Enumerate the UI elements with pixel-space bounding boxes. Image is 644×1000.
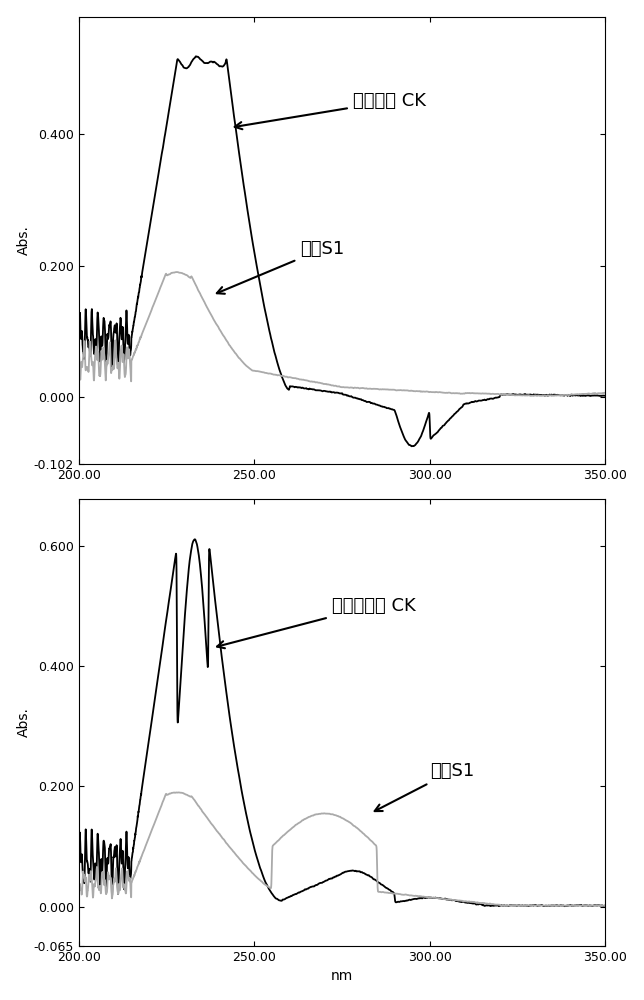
X-axis label: nm: nm [331, 969, 353, 983]
Text: 菌株S1: 菌株S1 [217, 240, 344, 294]
Text: 精嗇禾灵 CK: 精嗇禾灵 CK [234, 92, 426, 129]
Y-axis label: Abs.: Abs. [17, 707, 31, 737]
Y-axis label: Abs.: Abs. [17, 225, 31, 255]
Text: 吵氟禾草灵 CK: 吵氟禾草灵 CK [217, 597, 415, 648]
Text: 菌株S1: 菌株S1 [375, 762, 474, 811]
